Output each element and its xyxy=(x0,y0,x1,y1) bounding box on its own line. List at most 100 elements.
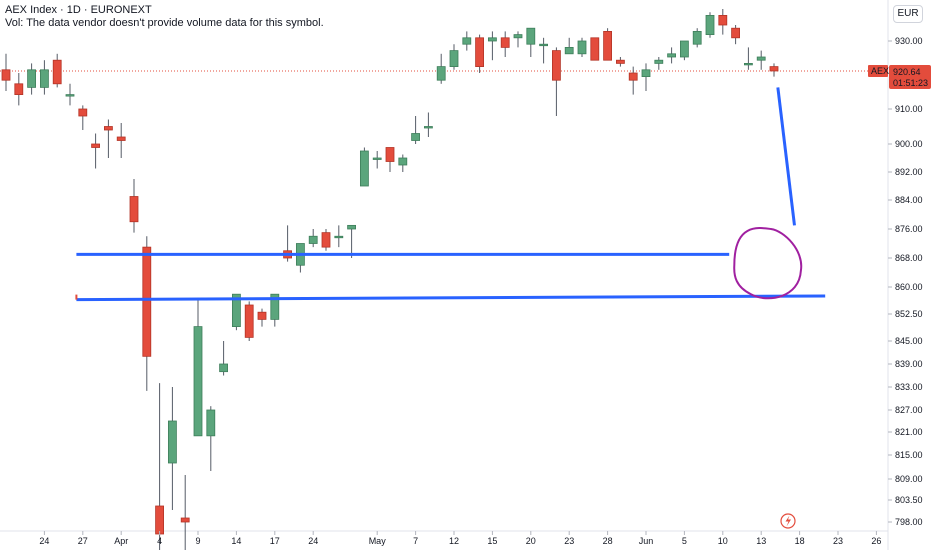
candle-body xyxy=(372,157,382,160)
candle-body xyxy=(449,50,459,67)
candle-body xyxy=(231,293,241,328)
candle-body xyxy=(692,30,702,45)
circle-drawing xyxy=(733,227,803,300)
y-tick-label: 876.00 xyxy=(895,224,923,234)
x-tick-label: 26 xyxy=(871,536,881,546)
candle-body xyxy=(628,72,638,81)
y-tick-label: 821.00 xyxy=(895,427,923,437)
x-tick-label: 5 xyxy=(682,536,687,546)
x-tick-label: Jun xyxy=(639,536,654,546)
candle-body xyxy=(385,147,395,162)
candle-body xyxy=(14,83,24,96)
candle-body xyxy=(27,69,37,88)
candle-body xyxy=(244,304,254,338)
time-axis[interactable]: 24 27 Apr 4 9 14 17 24 May 7 12 15 20 23 28 Jun 5 10 13 18 2… xyxy=(39,531,881,546)
x-tick-label: 10 xyxy=(718,536,728,546)
candle-body xyxy=(603,30,612,61)
candle-body xyxy=(539,43,548,47)
candle-body xyxy=(654,59,664,64)
x-tick-label: 23 xyxy=(833,536,843,546)
candle-body xyxy=(398,157,408,166)
candle-body xyxy=(423,126,433,129)
candle-body xyxy=(513,34,523,39)
candle-body xyxy=(475,37,485,67)
x-tick-label: 20 xyxy=(526,536,536,546)
x-tick-label: 14 xyxy=(231,536,241,546)
x-tick-label: 4 xyxy=(157,536,162,546)
drawings[interactable] xyxy=(75,87,826,302)
price-tag-countdown: 01:51:23 xyxy=(893,78,928,88)
projection-line xyxy=(776,87,796,226)
y-tick-label: 930.00 xyxy=(895,36,923,46)
candle-body xyxy=(641,69,651,78)
candle-body xyxy=(731,27,740,39)
y-tick-label: 833.00 xyxy=(895,382,923,392)
y-tick-label: 910.00 xyxy=(895,104,923,114)
x-tick-label: 15 xyxy=(487,536,497,546)
x-tick-label: 9 xyxy=(195,536,200,546)
x-tick-label: 27 xyxy=(78,536,88,546)
price-tag: AEX 920.64 01:51:23 xyxy=(868,64,931,89)
candle-body xyxy=(167,420,177,464)
currency-button[interactable]: EUR xyxy=(893,5,923,23)
candle-body xyxy=(552,50,561,81)
candle-body xyxy=(142,246,152,357)
candle-body xyxy=(744,63,753,66)
price-tag-symbol: AEX xyxy=(871,66,889,76)
price-axis[interactable]: 798.00 803.50 809.00 815.00 821.00 827.00 833.… xyxy=(888,36,923,527)
x-tick-label: 24 xyxy=(308,536,318,546)
candle-body xyxy=(680,40,689,58)
y-tick-label: 809.00 xyxy=(895,474,923,484)
candle-body xyxy=(104,126,113,131)
candle-body xyxy=(308,235,318,244)
candle-body xyxy=(462,37,472,45)
y-tick-label: 884.00 xyxy=(895,195,923,205)
candle-body xyxy=(667,53,676,58)
x-tick-label: 7 xyxy=(413,536,418,546)
x-tick-label: May xyxy=(369,536,387,546)
y-tick-label: 839.00 xyxy=(895,359,923,369)
candle-body xyxy=(180,517,190,523)
y-tick-label: 852.50 xyxy=(895,309,923,319)
x-tick-label: 24 xyxy=(39,536,49,546)
y-tick-label: 798.00 xyxy=(895,517,923,527)
y-tick-label: 900.00 xyxy=(895,139,923,149)
candle-body xyxy=(590,37,600,61)
x-tick-label: 17 xyxy=(270,536,280,546)
price-tag-symbol-bg xyxy=(868,64,888,77)
candle-body xyxy=(616,59,625,64)
x-tick-label: 23 xyxy=(564,536,574,546)
candle-body xyxy=(359,150,369,187)
candle-body xyxy=(564,47,574,55)
y-tick-label: 827.00 xyxy=(895,405,923,415)
candle-body xyxy=(65,94,75,97)
candle-body xyxy=(756,56,766,61)
candle-body xyxy=(411,133,421,141)
candle-body xyxy=(40,69,49,88)
candle-body xyxy=(487,37,497,42)
candle-body xyxy=(257,311,267,320)
candle-body xyxy=(219,363,229,373)
y-tick-label: 803.50 xyxy=(895,495,923,505)
x-tick-label: 18 xyxy=(795,536,805,546)
price-tag-value: 920.64 xyxy=(893,67,921,77)
x-tick-label: 28 xyxy=(603,536,613,546)
candle-body xyxy=(206,409,216,437)
y-tick-label: 868.00 xyxy=(895,253,923,263)
candle-body xyxy=(577,40,587,55)
candle-body xyxy=(718,14,728,26)
candle-body xyxy=(526,27,536,45)
chart-title: AEX Index · 1D · EURONEXT xyxy=(5,4,152,16)
volume-note: Vol: The data vendor doesn't provide vol… xyxy=(5,17,324,29)
y-tick-label: 845.00 xyxy=(895,336,923,346)
candle-body xyxy=(91,143,100,148)
candle-body xyxy=(78,108,88,117)
candle-body xyxy=(500,37,510,48)
trend-line xyxy=(76,294,826,302)
candle-body xyxy=(155,505,165,535)
candle-body xyxy=(436,66,446,81)
candle-body xyxy=(52,59,62,85)
x-tick-label: Apr xyxy=(114,536,128,546)
flash-icon[interactable] xyxy=(780,513,796,529)
